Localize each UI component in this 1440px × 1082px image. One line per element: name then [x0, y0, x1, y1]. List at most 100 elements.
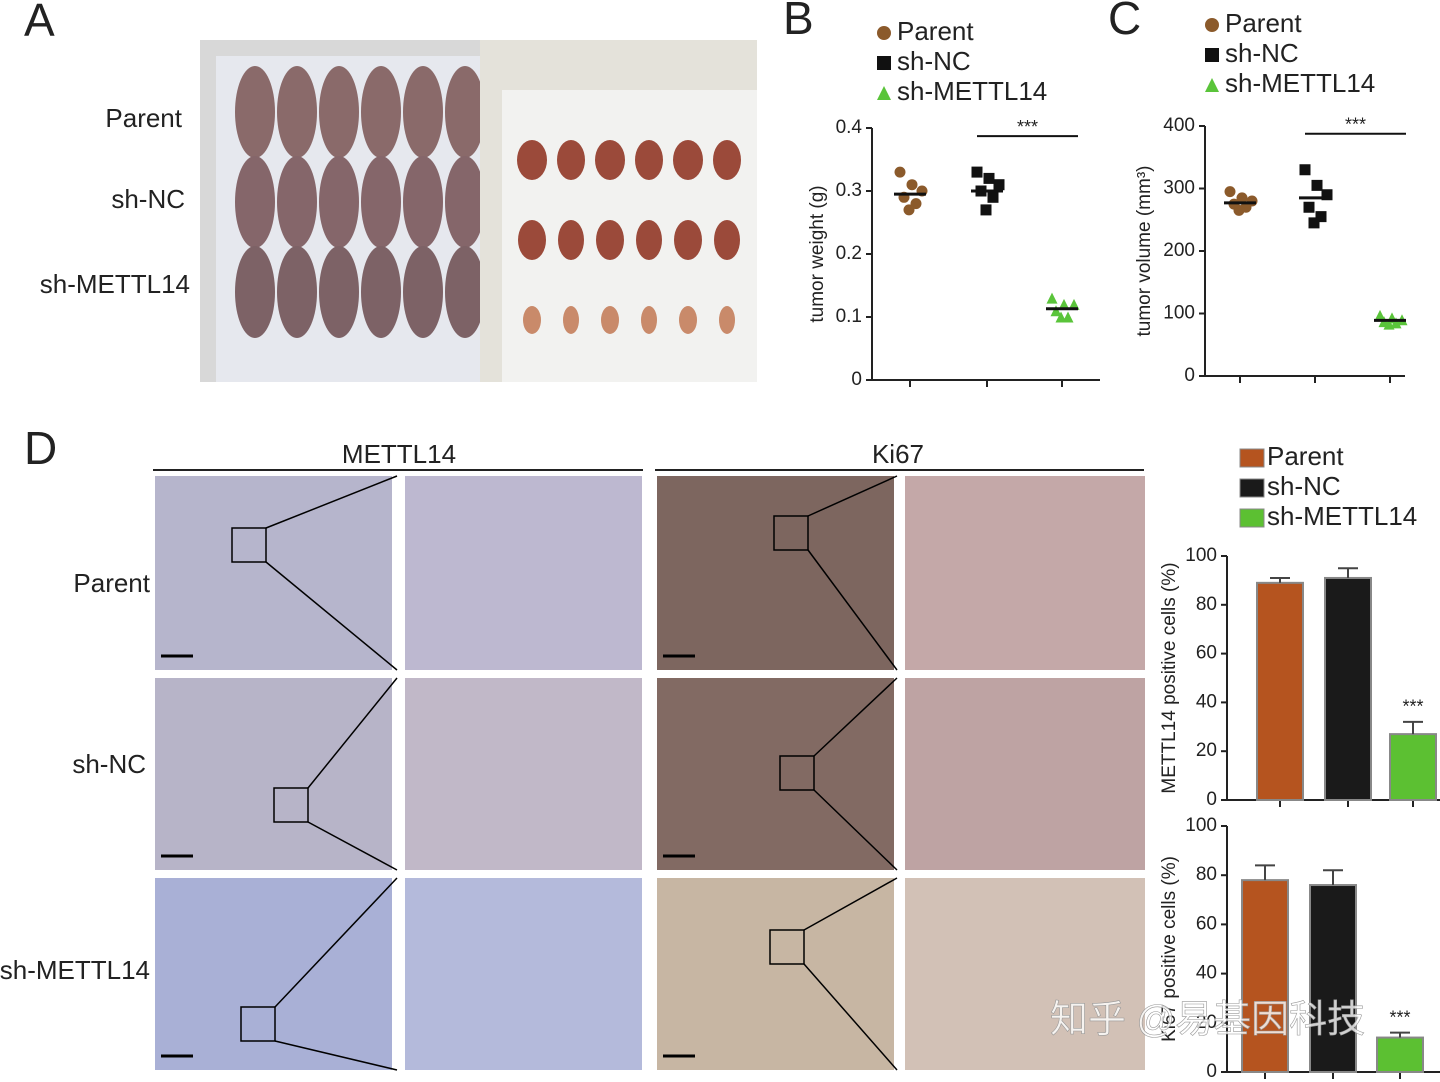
- ihc-image: [905, 678, 1145, 870]
- mouse: [445, 66, 485, 158]
- tumor: [719, 306, 735, 334]
- zoom-line: [807, 475, 898, 517]
- tumor: [601, 306, 619, 334]
- ihc-image: [155, 878, 392, 1070]
- dot: [1374, 309, 1386, 321]
- tumor: [523, 306, 541, 334]
- zoom-line: [307, 821, 398, 871]
- dot: [1321, 189, 1333, 201]
- row-label: sh-NC: [111, 184, 185, 214]
- tumor: [595, 140, 625, 180]
- dot: [1205, 18, 1219, 32]
- zoom-box: [273, 787, 309, 823]
- dot: [987, 191, 999, 203]
- mouse: [361, 156, 401, 248]
- bar: [1309, 884, 1357, 1073]
- dot: [1308, 217, 1320, 229]
- y-tick-label: 60: [1196, 643, 1217, 664]
- mouse: [361, 66, 401, 158]
- y-tick-label: 0.2: [836, 243, 862, 264]
- ihc-image: [405, 878, 642, 1070]
- dot: [971, 166, 983, 178]
- mouse: [277, 66, 317, 158]
- y-tick-label: 20: [1196, 740, 1217, 761]
- dot: [1068, 298, 1080, 310]
- tumor: [635, 140, 663, 180]
- photos: [155, 40, 1145, 1071]
- panel-label: C: [1108, 0, 1141, 44]
- legend-label: Parent: [1225, 8, 1302, 38]
- tumor: [517, 140, 547, 180]
- legend-label: sh-NC: [897, 46, 971, 76]
- bar: [1376, 1036, 1424, 1074]
- y-tick-label: 300: [1163, 178, 1195, 199]
- dot: [1205, 78, 1219, 92]
- ihc-image: [905, 878, 1145, 1070]
- dot: [1046, 292, 1058, 304]
- mouse: [403, 246, 443, 338]
- bar: [1241, 879, 1289, 1073]
- legend-label: Parent: [897, 16, 974, 46]
- y-tick-label: 0: [1206, 789, 1217, 810]
- legend-swatch: [1239, 508, 1265, 528]
- dot: [1390, 317, 1402, 329]
- legend-swatch: [1239, 478, 1265, 498]
- dot: [910, 198, 922, 210]
- mouse: [445, 156, 485, 248]
- y-axis-label: METTL14 positive cells (%): [1159, 562, 1180, 793]
- panel-label: B: [783, 0, 814, 44]
- ihc-image: [657, 678, 894, 870]
- tumor: [636, 220, 662, 260]
- zoom-line: [265, 475, 398, 529]
- tumor: [714, 220, 740, 260]
- dot: [1062, 311, 1074, 323]
- row-label: Parent: [105, 103, 182, 133]
- ruler: [200, 56, 216, 382]
- zoom-line: [274, 877, 398, 1008]
- tumor: [679, 306, 697, 334]
- dot: [1299, 164, 1311, 176]
- mouse: [403, 66, 443, 158]
- y-tick-label: 0: [1184, 365, 1195, 386]
- zoom-line: [803, 877, 898, 931]
- legend-label: sh-METTL14: [897, 76, 1047, 106]
- mouse: [361, 246, 401, 338]
- mouse: [235, 66, 275, 158]
- dot: [1236, 192, 1248, 204]
- mouse: [319, 156, 359, 248]
- bar: [1256, 581, 1304, 802]
- dot: [1058, 298, 1070, 310]
- ruler: [480, 90, 502, 382]
- y-axis-label: tumor volume (mm³): [1134, 165, 1155, 336]
- bar: [1324, 576, 1372, 802]
- significance: ***: [1389, 1007, 1410, 1027]
- ihc-image: [405, 678, 642, 870]
- legend-swatch: [1239, 448, 1265, 468]
- dot: [1233, 204, 1245, 216]
- legend-label: sh-NC: [1267, 471, 1341, 501]
- y-tick-label: 20: [1196, 1012, 1217, 1033]
- y-tick-label: 80: [1196, 864, 1217, 885]
- y-tick-label: 0.3: [836, 180, 862, 201]
- y-tick-label: 100: [1163, 303, 1195, 324]
- zoom-box: [240, 1006, 276, 1042]
- legend-label: Parent: [1267, 441, 1344, 471]
- dot: [877, 56, 891, 70]
- tumor: [713, 140, 741, 180]
- mouse: [277, 246, 317, 338]
- y-tick-label: 60: [1196, 913, 1217, 934]
- dot: [903, 204, 915, 216]
- dot: [906, 179, 918, 191]
- mouse: [319, 66, 359, 158]
- dot: [1055, 311, 1067, 323]
- dot: [1383, 318, 1395, 330]
- y-tick-label: 0.4: [836, 117, 863, 138]
- ruler: [480, 40, 757, 90]
- legend-label: sh-METTL14: [1267, 501, 1417, 531]
- y-tick-label: 200: [1163, 240, 1195, 261]
- dot: [983, 172, 995, 184]
- zoom-line: [813, 677, 898, 757]
- tumor: [596, 220, 624, 260]
- zoom-box: [773, 515, 809, 551]
